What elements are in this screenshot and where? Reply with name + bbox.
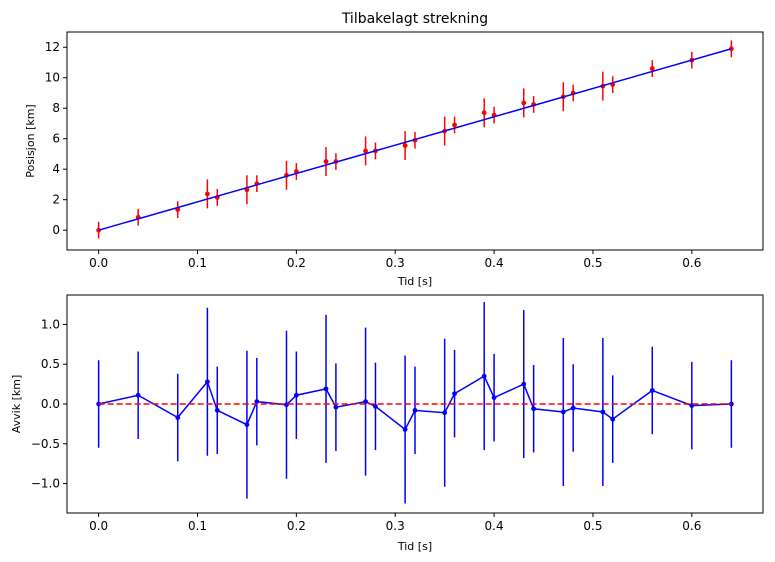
deviation-chart-data-point (610, 416, 616, 422)
position-chart-title: Tilbakelagt strekning (341, 11, 488, 27)
deviation-chart-data-point (491, 395, 497, 401)
deviation-chart-series-line (98, 375, 732, 431)
position-chart-y-tick-label: 6 (52, 132, 60, 146)
position-chart-y-tick-label: 12 (45, 40, 60, 54)
deviation-chart-data-point (649, 388, 655, 393)
deviation-chart-x-tick-label: 0.0 (89, 519, 108, 533)
deviation-chart-x-tick-label: 0.2 (287, 519, 306, 533)
position-chart-y-tick-label: 4 (52, 162, 60, 176)
position-chart-x-tick-label: 0.4 (485, 256, 504, 270)
position-chart-data-point (452, 122, 457, 128)
position-chart: Tilbakelagt strekning 0.0 0.1 0.2 0.3 0.4 0.5… (24, 11, 764, 288)
deviation-chart-data-point (204, 379, 210, 385)
position-chart-data-point (728, 46, 734, 52)
position-chart-y-tick-label: 0 (52, 223, 60, 237)
position-chart-x-label: Tid [s] (397, 275, 432, 288)
position-chart-x-tick-label: 0.0 (89, 256, 108, 270)
deviation-chart-data-point (373, 403, 378, 409)
deviation-chart-data-point (284, 402, 289, 408)
position-chart-y-tick-label: 8 (52, 101, 60, 115)
position-chart-y-tick-label: 2 (52, 193, 60, 207)
deviation-chart-y-tick-label: 0.0 (41, 397, 60, 411)
deviation-chart-y-ticks: −1.0 −0.5 0.0 0.5 1.0 (31, 317, 67, 491)
deviation-chart-y-tick-label: 0.5 (41, 357, 60, 371)
deviation-chart-data-point (442, 410, 448, 416)
position-chart-y-tick-label: 10 (45, 71, 60, 85)
deviation-chart-data-point (293, 392, 299, 398)
deviation-chart-data-point (402, 427, 408, 432)
deviation-chart-data-point (531, 406, 537, 412)
deviation-chart-y-label: Avvik [km] (10, 375, 23, 434)
deviation-chart-data-point (333, 404, 339, 410)
deviation-chart-x-tick-label: 0.4 (485, 519, 504, 533)
deviation-chart-x-ticks: 0.0 0.1 0.2 0.3 0.4 0.5 0.6 (89, 513, 701, 533)
position-chart-data-point (402, 143, 408, 148)
deviation-chart-data-point (412, 407, 418, 413)
deviation-chart-data-point (521, 381, 527, 387)
position-chart-y-ticks: 0 2 4 6 8 10 12 (45, 40, 67, 237)
deviation-chart-data-point (254, 399, 260, 405)
position-chart-data-point (481, 110, 487, 116)
deviation-chart-data-point (570, 405, 576, 411)
position-chart-x-tick-label: 0.5 (583, 256, 602, 270)
deviation-chart-data-point (560, 409, 566, 415)
deviation-chart-x-tick-label: 0.5 (583, 519, 602, 533)
deviation-chart-y-tick-label: −1.0 (31, 477, 60, 491)
deviation-chart-x-tick-label: 0.3 (386, 519, 405, 533)
position-chart-x-tick-label: 0.1 (188, 256, 207, 270)
deviation-chart-data-point (135, 392, 141, 398)
deviation-chart-x-tick-label: 0.6 (682, 519, 701, 533)
position-chart-marks (96, 40, 734, 239)
position-chart-data-point (649, 66, 655, 71)
deviation-chart-data-point (323, 386, 329, 392)
position-chart-x-ticks: 0.0 0.1 0.2 0.3 0.4 0.5 0.6 (89, 250, 701, 270)
position-chart-x-tick-label: 0.6 (682, 256, 701, 270)
position-chart-x-tick-label: 0.3 (386, 256, 405, 270)
position-chart-data-point (521, 100, 527, 106)
deviation-chart-y-tick-label: 1.0 (41, 317, 60, 331)
position-chart-fit-line (98, 48, 732, 231)
position-chart-data-point (204, 191, 210, 197)
position-chart-data-point (323, 159, 329, 164)
deviation-chart-data-point (452, 391, 457, 397)
position-chart-frame (66, 31, 764, 251)
deviation-chart-data-point (175, 415, 181, 420)
deviation-chart-y-tick-label: −0.5 (31, 437, 60, 451)
deviation-chart: 0.0 0.1 0.2 0.3 0.4 0.5 0.6 −1.0−0.50.00.51.0 … (10, 294, 764, 553)
deviation-chart-x-tick-label: 0.1 (188, 519, 207, 533)
deviation-chart-x-label: Tid [s] (397, 540, 432, 553)
position-chart-x-tick-label: 0.2 (287, 256, 306, 270)
deviation-chart-data-point (244, 422, 250, 428)
position-chart-data-point (363, 148, 368, 154)
deviation-chart-data-point (600, 409, 606, 415)
position-chart-y-label: Posisjon [km] (24, 104, 37, 177)
deviation-chart-data-point (214, 407, 220, 413)
deviation-chart-data-point (481, 373, 487, 379)
deviation-chart-marks (96, 302, 734, 504)
deviation-chart-data-point (363, 399, 368, 405)
